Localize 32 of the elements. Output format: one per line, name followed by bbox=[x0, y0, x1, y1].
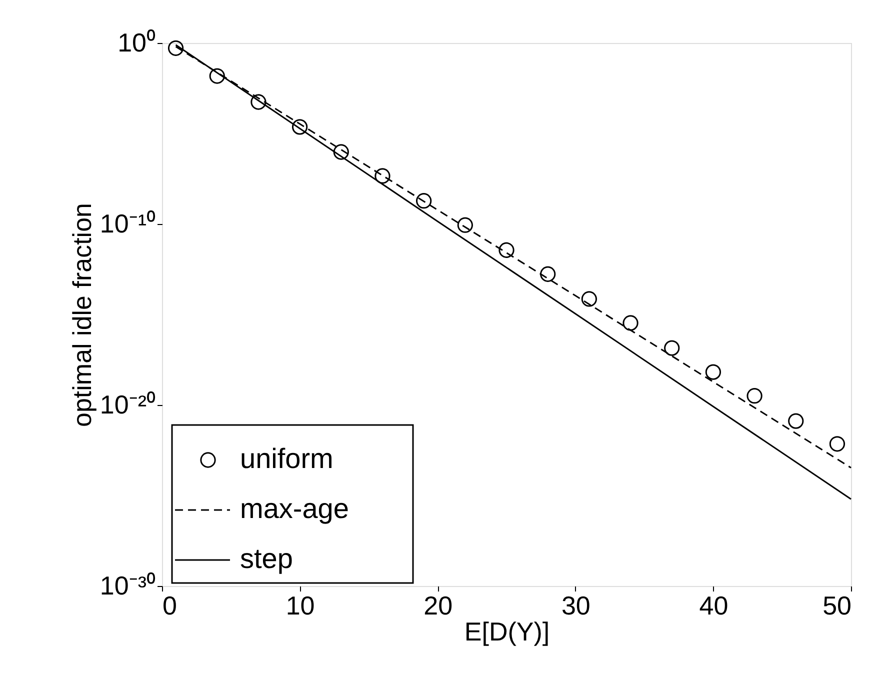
x-tick-label: 20 bbox=[424, 590, 453, 620]
point bbox=[498, 242, 514, 258]
point bbox=[250, 94, 266, 110]
point bbox=[457, 217, 473, 233]
point bbox=[581, 291, 597, 307]
y-tick-label: 10⁰ bbox=[118, 28, 156, 58]
y-tick-label: 10⁻³⁰ bbox=[100, 570, 156, 600]
point bbox=[168, 40, 184, 56]
point bbox=[664, 340, 680, 356]
point bbox=[540, 266, 556, 282]
x-tick-label: 10 bbox=[286, 590, 315, 620]
point bbox=[829, 436, 846, 452]
point bbox=[416, 193, 432, 209]
point bbox=[292, 119, 308, 135]
point bbox=[788, 413, 804, 429]
x-axis-title: E[D(Y)] bbox=[464, 616, 550, 646]
point bbox=[705, 364, 722, 380]
point bbox=[746, 388, 762, 404]
x-tick-label: 30 bbox=[561, 590, 590, 620]
x-tick-label: 50 bbox=[822, 590, 852, 620]
legend-label: max-age bbox=[240, 493, 349, 524]
point bbox=[333, 144, 349, 160]
y-tick-label: 10⁻¹⁰ bbox=[100, 208, 156, 238]
y-axis-title: optimal idle fraction bbox=[66, 203, 97, 427]
legend-label: uniform bbox=[240, 443, 334, 474]
x-tick-label: 40 bbox=[699, 590, 728, 620]
y-tick-label: 10⁻²⁰ bbox=[100, 390, 156, 420]
point bbox=[374, 168, 390, 184]
point bbox=[622, 315, 638, 331]
x-tick-label: 0 bbox=[162, 590, 177, 620]
legend-label: step bbox=[240, 543, 293, 574]
point bbox=[209, 68, 225, 84]
